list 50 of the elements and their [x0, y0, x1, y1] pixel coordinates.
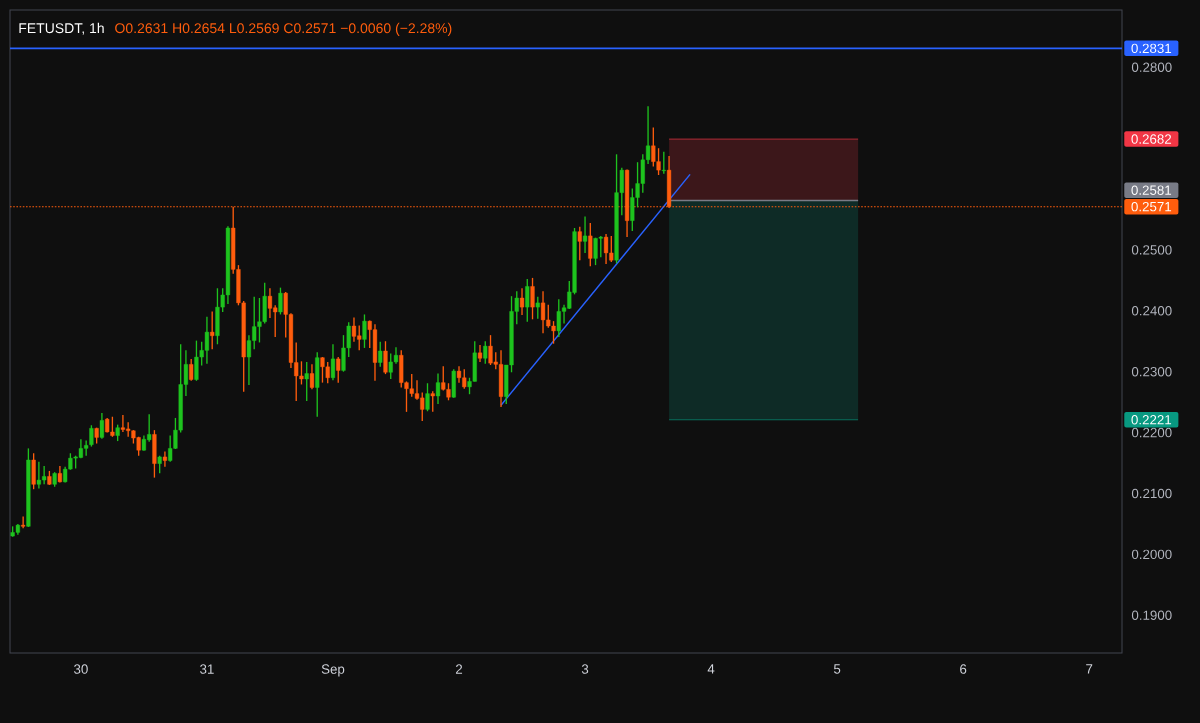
- candlestick: [519, 287, 525, 316]
- candlestick: [99, 412, 104, 440]
- x-tick-label: Sep: [321, 664, 345, 677]
- y-tick-label: 0.2800: [1131, 62, 1172, 72]
- x-tick-label: 4: [707, 664, 715, 674]
- candlestick: [210, 310, 215, 350]
- candlestick: [304, 361, 309, 402]
- candlestick: [588, 222, 593, 268]
- y-tick-label: 0.2400: [1131, 306, 1172, 316]
- candlestick: [425, 382, 430, 412]
- candlestick: [89, 424, 94, 448]
- y-tick-label: 0.2500: [1131, 245, 1172, 255]
- text: O0.2631 H0.2654 L0.2569 C0.2571 −0.0060 (−2.28%): [115, 22, 452, 36]
- y-tick-label: 0.2300: [1131, 366, 1172, 377]
- x-tick-label: 31: [200, 664, 214, 674]
- text: 0.2682: [1131, 134, 1172, 144]
- text: 0.2581: [1131, 185, 1172, 195]
- ref-line-label: 0.2571: [1131, 201, 1172, 212]
- candlestick: [430, 390, 435, 413]
- candlestick: [278, 286, 283, 316]
- candlestick: [383, 340, 388, 375]
- y-tick-label: 0.1900: [1131, 610, 1172, 620]
- candlestick: [330, 343, 336, 381]
- x-tick-label: 5: [833, 664, 841, 674]
- candlestick: [525, 278, 530, 323]
- candlestick: [435, 372, 441, 405]
- candlestick: [661, 151, 666, 175]
- candlestick: [362, 313, 367, 349]
- candlestick: [378, 341, 383, 368]
- x-tick-label: 6: [960, 664, 967, 674]
- text: FETUSDT, 1h: [19, 22, 104, 35]
- x-tick-label: 3: [581, 664, 589, 674]
- candlestick: [577, 226, 582, 261]
- x-tick-label: 30: [73, 664, 88, 674]
- candlestick: [336, 356, 341, 384]
- candlestick: [483, 340, 488, 365]
- candlestick: [162, 450, 168, 468]
- candlestick: [309, 363, 315, 390]
- candlestick: [189, 358, 194, 382]
- y-tick-label: 0.2200: [1131, 427, 1172, 438]
- candlestick: [530, 277, 535, 320]
- candlestick: [21, 515, 26, 529]
- x-tick-label: 7: [1086, 664, 1093, 674]
- y-tick-label: 0.2100: [1131, 488, 1172, 499]
- y-tick-label: 0.2000: [1131, 549, 1172, 560]
- text: 0.2221: [1131, 415, 1172, 425]
- candlestick: [582, 215, 588, 254]
- ref-line-label: 0.2831: [1131, 43, 1172, 54]
- x-tick-label: 2: [455, 664, 463, 674]
- candlestick: [535, 296, 540, 320]
